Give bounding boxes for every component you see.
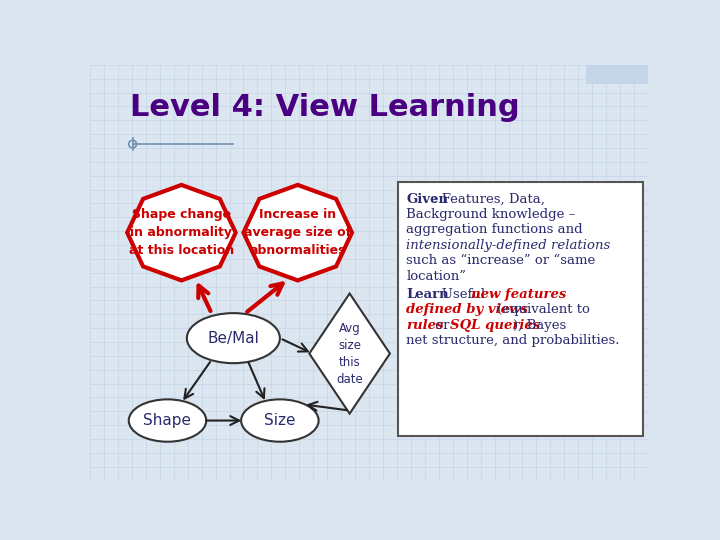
Ellipse shape	[241, 400, 319, 442]
FancyBboxPatch shape	[398, 182, 642, 436]
Text: Avg
size
this
date: Avg size this date	[336, 321, 363, 386]
Text: Given: Given	[406, 193, 448, 206]
Text: intensionally-defined relations: intensionally-defined relations	[406, 239, 611, 252]
Text: aggregation functions and: aggregation functions and	[406, 224, 582, 237]
Text: Increase in
average size of
abnormalities: Increase in average size of abnormalitie…	[244, 208, 351, 257]
Text: rules: rules	[406, 319, 444, 332]
Text: location”: location”	[406, 269, 467, 282]
Text: new features: new features	[472, 288, 567, 301]
Text: Size: Size	[264, 413, 296, 428]
Text: Be/Mal: Be/Mal	[207, 330, 259, 346]
Text: ), Bayes: ), Bayes	[513, 319, 567, 332]
Polygon shape	[310, 294, 390, 414]
Text: Learn: Learn	[406, 288, 449, 301]
Text: : Features, Data,: : Features, Data,	[433, 193, 545, 206]
Polygon shape	[243, 185, 352, 280]
Text: Shape: Shape	[143, 413, 192, 428]
Text: SQL queries: SQL queries	[449, 319, 540, 332]
Text: : Useful: : Useful	[433, 288, 489, 301]
Ellipse shape	[187, 313, 280, 363]
Text: or: or	[431, 319, 454, 332]
Text: such as “increase” or “same: such as “increase” or “same	[406, 254, 595, 267]
Polygon shape	[127, 185, 235, 280]
FancyBboxPatch shape	[586, 65, 648, 84]
Text: (equivalent to: (equivalent to	[493, 303, 590, 316]
Ellipse shape	[129, 400, 206, 442]
Text: Shape change
in abnormality
at this location: Shape change in abnormality at this loca…	[129, 208, 234, 257]
Text: Background knowledge –: Background knowledge –	[406, 208, 575, 221]
Text: defined by views: defined by views	[406, 303, 528, 316]
Text: net structure, and probabilities.: net structure, and probabilities.	[406, 334, 620, 347]
Text: Level 4: View Learning: Level 4: View Learning	[130, 93, 520, 122]
